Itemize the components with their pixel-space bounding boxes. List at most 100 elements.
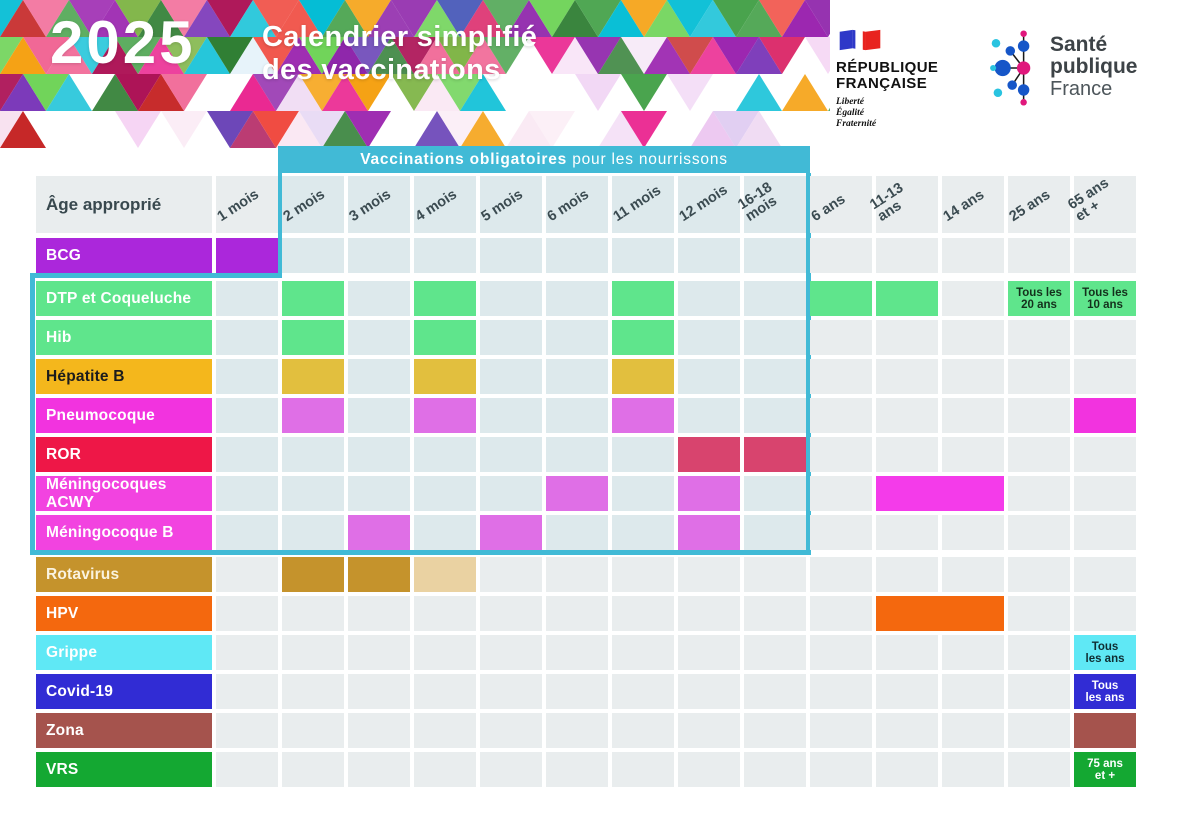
empty-cell-hpv-65a [1074,596,1136,631]
page-title-line2: des vaccinations [262,54,501,86]
dose-cell-menb-12m [678,515,740,550]
empty-cell-hib-11-13a [876,320,938,355]
empty-cell-grippe-4m [414,635,476,670]
empty-cell-hpv-3m [348,596,410,631]
row-label-vrs: VRS [36,752,212,787]
empty-cell-covid-4m [414,674,476,709]
empty-cell-zona-16-18m [744,713,806,748]
empty-cell-rota-11m [612,557,674,592]
empty-cell-vrs-12m [678,752,740,787]
empty-cell-zona-11m [612,713,674,748]
empty-cell-rota-12m [678,557,740,592]
empty-cell-ror-6a [810,437,872,472]
empty-cell-pneumo-16-18m [744,398,806,433]
empty-cell-bcg-65a [1074,238,1136,273]
republique-francaise-logo: RÉPUBLIQUE FRANÇAISE Liberté Égalité Fra… [836,28,966,130]
dose-cell-bcg-1m [216,238,278,273]
column-header-65a: 65 ans et + [1065,175,1136,233]
empty-cell-hib-12m [678,320,740,355]
empty-cell-bcg-25a [1008,238,1070,273]
dose-cell-dtp-6a [810,281,872,316]
empty-cell-hib-3m [348,320,410,355]
empty-cell-hepb-16-18m [744,359,806,394]
header-banner: 2025 Calendrier simplifié des vaccinatio… [0,0,874,150]
mosaic-pattern [0,0,874,148]
empty-cell-hpv-6a [810,596,872,631]
empty-cell-grippe-6m [546,635,608,670]
year-label: 2025 [50,9,196,76]
row-label-hib: Hib [36,320,212,355]
empty-cell-ror-1m [216,437,278,472]
row-label-zona: Zona [36,713,212,748]
dose-cell-hib-11m [612,320,674,355]
column-header-5m: 5 mois [478,176,542,233]
empty-cell-hepb-25a [1008,359,1070,394]
empty-cell-ror-5m [480,437,542,472]
empty-cell-zona-25a [1008,713,1070,748]
empty-cell-grippe-16-18m [744,635,806,670]
empty-cell-zona-12m [678,713,740,748]
empty-cell-hpv-2m [282,596,344,631]
column-header-label: 3 mois [346,185,394,225]
empty-cell-zona-4m [414,713,476,748]
empty-cell-acwy-4m [414,476,476,511]
dose-cell-rota-3m [348,557,410,592]
empty-cell-acwy-3m [348,476,410,511]
empty-cell-bcg-3m [348,238,410,273]
dose-cell-dtp-25a: Tous les 20 ans [1008,281,1070,316]
sante-publique-france-logo: Santé publique France [990,28,1138,108]
column-header-label: 5 mois [478,185,526,225]
empty-cell-vrs-6a [810,752,872,787]
empty-cell-bcg-2m [282,238,344,273]
row-label-rota: Rotavirus [36,557,212,592]
empty-cell-menb-14a [942,515,1004,550]
empty-cell-covid-1m [216,674,278,709]
empty-cell-rota-1m [216,557,278,592]
empty-cell-hib-16-18m [744,320,806,355]
empty-cell-grippe-3m [348,635,410,670]
dose-cell-rota-4m [414,557,476,592]
dose-cell-dtp-2m [282,281,344,316]
empty-cell-vrs-2m [282,752,344,787]
empty-cell-covid-11-13a [876,674,938,709]
dose-cell-pneumo-65a [1074,398,1136,433]
empty-cell-grippe-1m [216,635,278,670]
empty-cell-covid-2m [282,674,344,709]
column-header-label: 6 ans [808,190,849,225]
empty-cell-grippe-6a [810,635,872,670]
column-header-label: 2 mois [280,185,328,225]
dose-cell-hib-2m [282,320,344,355]
column-header-label: 1 mois [214,185,262,225]
empty-cell-bcg-12m [678,238,740,273]
empty-cell-dtp-5m [480,281,542,316]
empty-cell-hib-14a [942,320,1004,355]
empty-cell-covid-16-18m [744,674,806,709]
empty-cell-menb-4m [414,515,476,550]
empty-cell-hepb-1m [216,359,278,394]
dose-cell-dtp-65a: Tous les 10 ans [1074,281,1136,316]
column-header-14a: 14 ans [940,176,1004,233]
empty-cell-hpv-16-18m [744,596,806,631]
empty-cell-vrs-4m [414,752,476,787]
empty-cell-ror-4m [414,437,476,472]
empty-cell-hpv-11m [612,596,674,631]
column-header-label: 65 ans et + [1065,175,1112,225]
empty-cell-zona-1m [216,713,278,748]
empty-cell-hepb-6a [810,359,872,394]
column-header-16-18m: 16-18 mois [735,176,806,233]
empty-cell-zona-5m [480,713,542,748]
empty-cell-pneumo-11-13a [876,398,938,433]
dose-cell-zona-65a [1074,713,1136,748]
empty-cell-pneumo-3m [348,398,410,433]
row-label-bcg: BCG [36,238,212,273]
empty-cell-menb-1m [216,515,278,550]
empty-cell-covid-6m [546,674,608,709]
column-header-label: 14 ans [940,186,988,225]
dose-cell-ror-12m [678,437,740,472]
empty-cell-hepb-12m [678,359,740,394]
empty-cell-dtp-6m [546,281,608,316]
dose-cell-menb-3m [348,515,410,550]
column-header-label: 25 ans [1006,186,1054,225]
empty-cell-vrs-16-18m [744,752,806,787]
